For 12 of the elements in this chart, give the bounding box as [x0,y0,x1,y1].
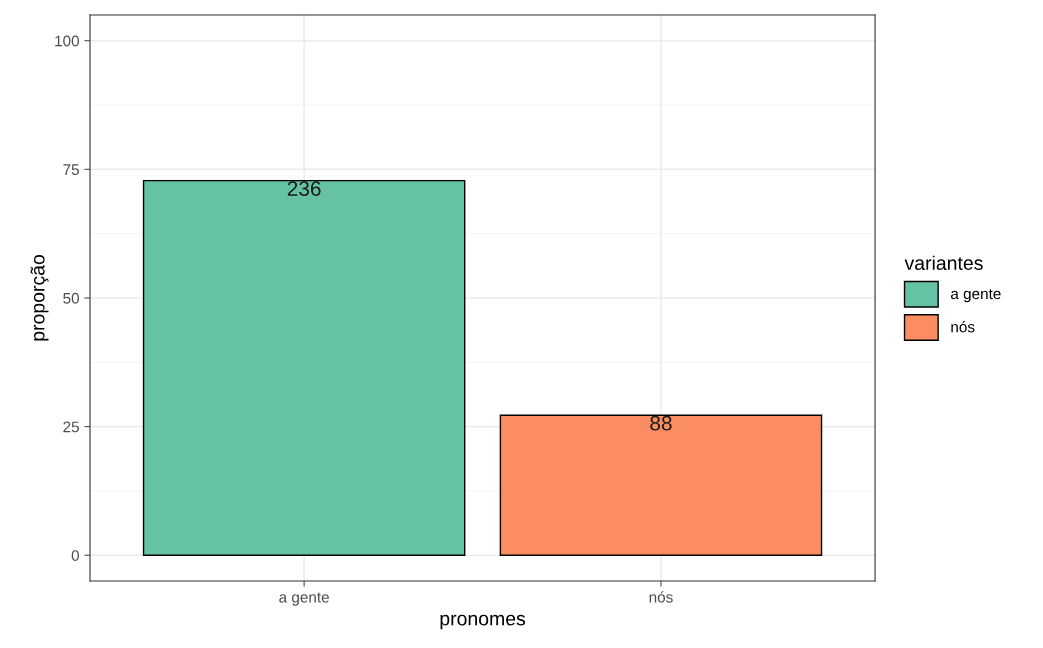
annotation: 236 [287,181,321,196]
y-tick-label: 75 [63,164,79,176]
y-axis-title: proporção [30,255,49,341]
y-tick-label: 100 [55,35,79,47]
legend-label: a gente [951,289,1001,303]
legend-title: variantes [904,255,983,270]
y-tick-label: 50 [63,292,79,304]
legend-label: nós [951,321,975,333]
x-axis-title: pronomes [440,614,526,630]
y-tick-label: 0 [71,550,79,561]
annotation: 88 [650,415,672,431]
y-tick-label: 25 [63,421,79,433]
